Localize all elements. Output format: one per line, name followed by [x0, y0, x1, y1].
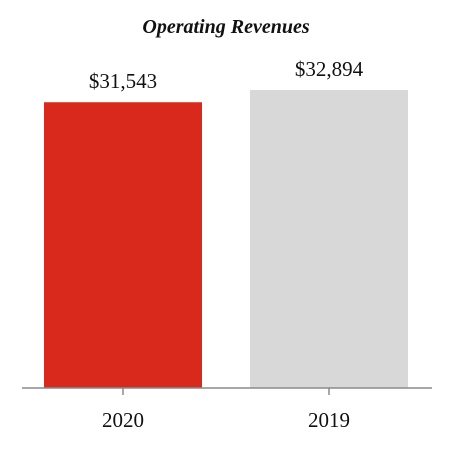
value-label-2020: $31,543 — [89, 69, 157, 93]
bar-2020 — [44, 102, 202, 388]
bar-2019 — [250, 90, 408, 388]
x-tick-label-2019: 2019 — [308, 408, 350, 432]
x-tick-label-2020: 2020 — [102, 408, 144, 432]
chart-title: Operating Revenues — [142, 16, 310, 38]
value-label-2019: $32,894 — [295, 57, 364, 81]
